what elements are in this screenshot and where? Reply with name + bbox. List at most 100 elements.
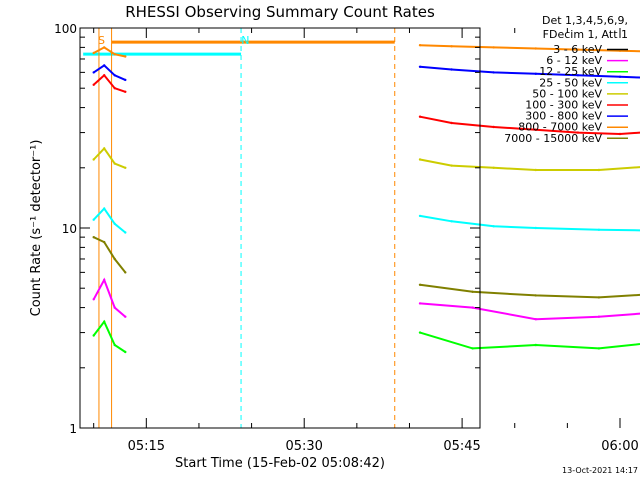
series-line-3 bbox=[92, 207, 640, 234]
legend-label-1: 6 - 12 keV bbox=[546, 54, 602, 67]
series-6-point-0 bbox=[92, 71, 95, 74]
series-6-point-1 bbox=[103, 64, 106, 67]
series-7-point-5 bbox=[450, 45, 453, 48]
series-5-point-9 bbox=[618, 132, 622, 136]
y-tick-label: 10 bbox=[62, 222, 77, 236]
x-tick-label: 05:30 bbox=[285, 439, 322, 454]
legend-label-2: 12 - 25 keV bbox=[539, 65, 602, 78]
series-1-point-5 bbox=[471, 306, 474, 309]
legend-label-0: 3 - 6 keV bbox=[553, 43, 602, 56]
y-axis: 1 10 100 bbox=[54, 22, 480, 436]
series-line-7 bbox=[93, 44, 640, 58]
series-8-point-3 bbox=[124, 271, 127, 274]
y-axis-label: Count Rate (s⁻¹ detector⁻¹) bbox=[29, 140, 44, 317]
series-5-point-7 bbox=[534, 128, 537, 131]
series-6-point-7 bbox=[534, 72, 537, 76]
legend-label-6: 300 - 800 keV bbox=[525, 110, 602, 123]
series-3-point-4 bbox=[418, 214, 422, 218]
series-6-point-8 bbox=[576, 74, 580, 77]
series-line-8 bbox=[93, 236, 640, 299]
series-4-point-8 bbox=[597, 168, 601, 172]
series-7-point-6 bbox=[492, 46, 495, 49]
series-line-1 bbox=[92, 277, 640, 321]
series-5-point-8 bbox=[576, 131, 580, 134]
series-line-5 bbox=[93, 73, 640, 136]
series-8-point-1 bbox=[103, 240, 106, 244]
series-1-point-6 bbox=[534, 318, 537, 321]
series-2-point-6 bbox=[534, 343, 537, 347]
series-5-point-2 bbox=[113, 87, 116, 90]
legend-header-line-2: FDecim 1, Att 1 bbox=[543, 28, 628, 41]
series-8-point-2 bbox=[113, 257, 116, 261]
series-4-point-4 bbox=[418, 158, 422, 161]
series-4-point-6 bbox=[492, 166, 495, 169]
series-8-point-0 bbox=[92, 236, 95, 239]
annotation-s: S bbox=[98, 34, 105, 47]
series-4-point-5 bbox=[450, 164, 453, 167]
series-8-point-4 bbox=[418, 283, 422, 286]
series-2-point-0 bbox=[92, 334, 95, 337]
series-2-point-7 bbox=[597, 347, 601, 350]
series-4-point-7 bbox=[534, 168, 537, 172]
annotation-n: N bbox=[241, 34, 249, 47]
y-tick-label: 1 bbox=[69, 422, 77, 436]
series-8-point-6 bbox=[534, 294, 537, 297]
series-5-point-3 bbox=[124, 90, 127, 94]
series-2-point-2 bbox=[113, 343, 116, 347]
series-line-2 bbox=[92, 319, 640, 353]
legend-header-line-1: Det 1,3,4,5,6,9, bbox=[542, 14, 628, 27]
series-2-point-5 bbox=[471, 347, 474, 350]
series-2-point-3 bbox=[124, 350, 127, 354]
series-7-point-1 bbox=[103, 46, 106, 49]
series-1-point-1 bbox=[103, 278, 106, 282]
series-6-point-5 bbox=[450, 68, 453, 71]
series-5-point-5 bbox=[450, 121, 453, 125]
footer-timestamp: 13-Oct-2021 14:17 bbox=[562, 466, 638, 475]
plot-frame bbox=[79, 27, 481, 429]
series-4-point-1 bbox=[103, 147, 106, 150]
series-line-6 bbox=[93, 64, 640, 81]
series-3-point-0 bbox=[92, 218, 95, 221]
series-6-point-9 bbox=[618, 75, 622, 79]
series-2-point-1 bbox=[103, 320, 106, 323]
x-tick-label: 06:00 bbox=[601, 439, 638, 454]
x-axis-label: Start Time (15-Feb-02 05:08:42) bbox=[175, 456, 385, 471]
legend-label-5: 100 - 300 keV bbox=[525, 99, 602, 112]
series-6-point-2 bbox=[113, 74, 116, 77]
series-7-point-0 bbox=[92, 51, 95, 55]
series-5-point-1 bbox=[103, 74, 106, 77]
legend-label-3: 25 - 50 keV bbox=[539, 76, 602, 89]
series-8-point-5 bbox=[471, 290, 474, 293]
series-6-point-3 bbox=[124, 78, 127, 82]
series-7-point-2 bbox=[113, 53, 116, 56]
series-7-point-8 bbox=[576, 48, 580, 51]
series-1-point-0 bbox=[92, 298, 95, 301]
series-6-point-6 bbox=[492, 71, 495, 74]
y-tick-label: 100 bbox=[54, 22, 77, 36]
series-2-point-4 bbox=[418, 331, 422, 334]
series-3-point-8 bbox=[597, 228, 601, 231]
series-3-point-3 bbox=[124, 231, 127, 234]
series-3-point-2 bbox=[113, 222, 116, 225]
series-4-point-2 bbox=[113, 162, 116, 165]
series-line-4 bbox=[92, 146, 640, 171]
legend-label-7: 800 - 7000 keV bbox=[518, 121, 602, 134]
series-7-point-3 bbox=[124, 55, 127, 58]
x-tick-label: 05:15 bbox=[128, 439, 165, 454]
series-1-point-3 bbox=[124, 315, 127, 318]
series-6-point-4 bbox=[418, 65, 422, 69]
legend-label-4: 50 - 100 keV bbox=[532, 87, 602, 100]
series-7-point-4 bbox=[418, 44, 422, 47]
series-3-point-7 bbox=[534, 226, 537, 230]
series-4-point-0 bbox=[92, 158, 95, 161]
series-8-point-7 bbox=[597, 296, 601, 299]
series-1-point-4 bbox=[418, 302, 422, 305]
chart-title: RHESSI Observing Summary Count Rates bbox=[125, 3, 435, 21]
legend-label-8: 7000 - 15000 keV bbox=[504, 132, 602, 145]
series-3-point-1 bbox=[103, 207, 106, 210]
series-5-point-0 bbox=[92, 83, 95, 87]
